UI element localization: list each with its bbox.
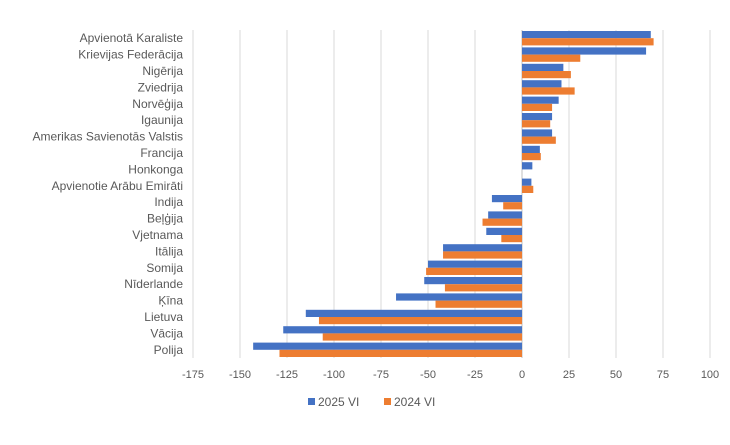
bar-2024 <box>482 218 522 226</box>
category-label: Indija <box>154 195 183 209</box>
category-label: Norvēģija <box>132 97 183 111</box>
category-label: Nigērija <box>142 64 183 78</box>
bar-2024 <box>435 300 522 308</box>
category-label: Beļģija <box>147 212 183 226</box>
category-label: Amerikas Savienotās Valstis <box>32 130 183 144</box>
category-label: Somija <box>146 261 183 275</box>
bar-2024 <box>503 202 522 210</box>
legend-swatch <box>384 398 391 405</box>
x-axis-ticks: -175 -150 -125 -100 -75 -50 -25 0 25 50 75 100 <box>182 369 719 381</box>
legend: 2025 VI 2024 VI <box>308 395 435 409</box>
x-tick-label: 75 <box>657 369 669 381</box>
x-tick-label: -150 <box>229 369 251 381</box>
x-tick-label: -175 <box>182 369 204 381</box>
bar-2025 <box>443 244 522 252</box>
category-label: Ķīna <box>158 294 183 308</box>
bar-2024 <box>522 153 541 161</box>
bar-2025 <box>396 293 522 301</box>
bar-2025 <box>522 80 562 88</box>
bar-2024 <box>522 185 534 193</box>
category-label: Polija <box>154 343 184 357</box>
bar-2024 <box>501 235 522 243</box>
category-label: Igaunija <box>141 113 183 127</box>
bar-2025 <box>491 195 522 203</box>
bar-2025 <box>522 162 533 170</box>
bar-2024 <box>522 87 575 95</box>
bar-2025 <box>488 211 522 219</box>
x-tick-label: 0 <box>519 369 525 381</box>
bar-2025 <box>283 326 522 334</box>
bar-2025 <box>486 227 522 235</box>
bar-2024 <box>522 103 553 111</box>
x-tick-label: -25 <box>467 369 483 381</box>
bar-2025 <box>522 31 651 39</box>
gridlines <box>192 30 711 358</box>
bar-2024 <box>444 284 522 292</box>
category-label: Apvienotie Arābu Emirāti <box>52 179 183 193</box>
x-tick-label: -50 <box>420 369 436 381</box>
category-labels: Apvienotā Karaliste Krievijas Federācija N… <box>32 31 183 357</box>
x-tick-label: -100 <box>323 369 345 381</box>
x-tick-label: -75 <box>373 369 389 381</box>
category-label: Apvienotā Karaliste <box>80 31 184 45</box>
category-label: Lietuva <box>144 310 183 324</box>
bar-2025 <box>522 47 647 55</box>
category-label: Vācija <box>150 326 183 340</box>
x-tick-label: 25 <box>563 369 575 381</box>
x-tick-label: 100 <box>701 369 719 381</box>
bar-2025 <box>522 96 559 104</box>
bar-2025 <box>522 129 553 137</box>
bar-2024 <box>522 136 556 144</box>
bar-2025 <box>428 260 522 268</box>
bars <box>253 31 654 357</box>
bar-2024 <box>522 71 571 79</box>
bar-2024 <box>522 38 654 46</box>
bar-2024 <box>318 317 522 325</box>
category-label: Krievijas Federācija <box>78 48 183 62</box>
bar-2025 <box>522 63 564 71</box>
bar-2024 <box>522 120 551 128</box>
bar-2024 <box>279 349 522 357</box>
category-label: Zviedrija <box>138 80 184 94</box>
bar-2025 <box>522 113 553 121</box>
bar-2024 <box>522 54 581 62</box>
bar-2025 <box>305 309 522 317</box>
bar-2025 <box>522 178 532 186</box>
category-label: Honkonga <box>128 162 183 176</box>
category-label: Vjetnama <box>132 228 183 242</box>
x-tick-label: 50 <box>610 369 622 381</box>
category-label: Nīderlande <box>124 277 183 291</box>
legend-swatch <box>308 398 315 405</box>
category-label: Itālija <box>155 244 183 258</box>
legend-label: 2024 VI <box>394 395 435 409</box>
bar-2024 <box>322 333 522 341</box>
category-label: Francija <box>140 146 183 160</box>
bar-2024 <box>443 251 522 259</box>
bar-2024 <box>426 267 522 275</box>
legend-label: 2025 VI <box>318 395 359 409</box>
bar-2025 <box>424 277 522 285</box>
x-tick-label: -125 <box>276 369 298 381</box>
bar-2025 <box>253 342 522 350</box>
bar-2025 <box>522 145 540 153</box>
